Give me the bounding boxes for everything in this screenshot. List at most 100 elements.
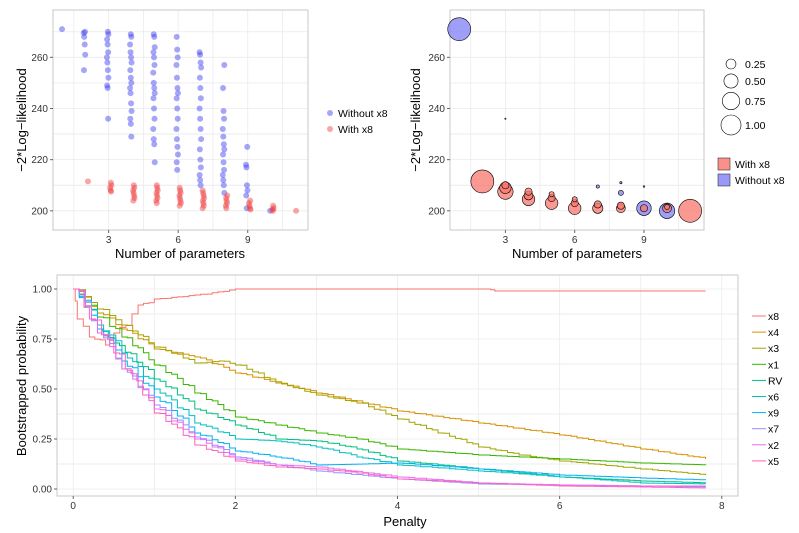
point-without-x8 bbox=[173, 95, 180, 102]
point-without-x8 bbox=[128, 108, 135, 115]
right-plot-background bbox=[450, 10, 704, 230]
point-without-x8 bbox=[244, 143, 251, 150]
bottom-y-tick-label: 0.50 bbox=[33, 385, 53, 396]
point-without-x8 bbox=[267, 207, 274, 214]
point-with-x8 bbox=[107, 184, 114, 191]
bottom-x-tick-label: 2 bbox=[233, 501, 239, 512]
line-rv bbox=[73, 288, 707, 484]
point-with-x8 bbox=[270, 205, 277, 212]
bubble-without-x8 bbox=[618, 190, 624, 196]
point-without-x8 bbox=[174, 90, 181, 97]
point-with-x8 bbox=[293, 207, 300, 214]
point-with-x8 bbox=[177, 189, 184, 196]
point-without-x8 bbox=[174, 151, 181, 158]
point-with-x8 bbox=[201, 195, 208, 202]
point-without-x8 bbox=[197, 59, 204, 66]
point-without-x8 bbox=[174, 85, 181, 92]
point-with-x8 bbox=[223, 195, 230, 202]
point-without-x8 bbox=[196, 105, 203, 112]
point-with-x8 bbox=[200, 200, 207, 207]
bottom-y-tick-label: 0.75 bbox=[33, 335, 53, 346]
point-with-x8 bbox=[108, 188, 115, 195]
point-without-x8 bbox=[104, 82, 111, 89]
left-y-tick-label: 240 bbox=[31, 104, 48, 115]
point-without-x8 bbox=[173, 74, 180, 81]
point-without-x8 bbox=[220, 177, 227, 184]
line-x4 bbox=[73, 288, 707, 459]
point-with-x8 bbox=[224, 200, 231, 207]
point-without-x8 bbox=[197, 125, 204, 132]
bubble-without-x8 bbox=[642, 185, 646, 188]
bottom-y-tick-label: 0.00 bbox=[33, 485, 53, 496]
point-without-x8 bbox=[104, 36, 111, 43]
point-with-x8 bbox=[154, 192, 160, 199]
point-without-x8 bbox=[104, 28, 111, 35]
point-with-x8 bbox=[247, 197, 254, 204]
point-without-x8 bbox=[104, 41, 111, 48]
point-without-x8 bbox=[127, 85, 134, 92]
point-with-x8 bbox=[177, 187, 184, 194]
point-with-x8 bbox=[199, 205, 206, 212]
line-x6 bbox=[73, 288, 707, 485]
point-without-x8 bbox=[243, 192, 250, 199]
legend-label: x7 bbox=[768, 424, 779, 436]
point-with-x8 bbox=[270, 202, 277, 209]
line-panel-bottom: Penalty Bootstrapped probability 0 2 4 6 8 0.… bbox=[14, 274, 782, 529]
point-without-x8 bbox=[128, 100, 135, 107]
point-with-x8 bbox=[153, 189, 160, 196]
point-with-x8 bbox=[176, 192, 183, 199]
bubble-with-x8 bbox=[678, 199, 702, 223]
point-without-x8 bbox=[174, 115, 181, 122]
left-panel-border bbox=[52, 9, 309, 231]
point-with-x8 bbox=[130, 182, 137, 189]
line-x3 bbox=[73, 288, 707, 475]
point-with-x8 bbox=[108, 182, 115, 189]
right-y-tick-label: 200 bbox=[428, 206, 445, 217]
bubble-with-x8 bbox=[501, 181, 510, 190]
point-with-x8 bbox=[131, 184, 138, 191]
point-without-x8 bbox=[220, 151, 227, 158]
right-x-tick-label: 6 bbox=[572, 235, 578, 246]
legend-label: x8 bbox=[768, 311, 779, 323]
point-without-x8 bbox=[105, 115, 112, 122]
point-without-x8 bbox=[150, 95, 157, 102]
bubble-with-x8 bbox=[548, 191, 555, 198]
point-without-x8 bbox=[220, 133, 227, 140]
point-without-x8 bbox=[151, 33, 158, 40]
point-without-x8 bbox=[174, 46, 181, 53]
point-without-x8 bbox=[221, 62, 228, 68]
point-with-x8 bbox=[269, 207, 276, 214]
point-without-x8 bbox=[243, 182, 250, 189]
bubble-with-x8 bbox=[571, 196, 578, 203]
size-legend-key bbox=[720, 114, 742, 136]
bubble-with-x8 bbox=[664, 204, 670, 210]
point-with-x8 bbox=[246, 205, 253, 212]
point-without-x8 bbox=[196, 172, 203, 178]
point-without-x8 bbox=[151, 85, 158, 92]
bottom-x-tick-label: 0 bbox=[70, 501, 76, 512]
point-without-x8 bbox=[197, 85, 204, 92]
point-without-x8 bbox=[128, 54, 135, 61]
point-with-x8 bbox=[130, 197, 137, 204]
point-without-x8 bbox=[220, 141, 227, 148]
bottom-y-tick-label: 0.25 bbox=[33, 435, 53, 446]
bubble-without-x8 bbox=[447, 17, 472, 41]
fill-legend-key-with-x8 bbox=[717, 157, 731, 171]
point-without-x8 bbox=[173, 33, 180, 40]
point-with-x8 bbox=[153, 200, 160, 207]
point-with-x8 bbox=[199, 197, 206, 204]
point-without-x8 bbox=[80, 30, 87, 37]
point-without-x8 bbox=[221, 189, 228, 196]
right-x-tick-label: 3 bbox=[503, 235, 509, 246]
point-without-x8 bbox=[127, 67, 134, 74]
scatter-panel-left: Number of parameters −2*Log−likelihood 3… bbox=[14, 9, 388, 261]
size-legend-label: 0.25 bbox=[745, 59, 766, 71]
point-without-x8 bbox=[80, 67, 87, 74]
point-without-x8 bbox=[243, 205, 250, 212]
point-with-x8 bbox=[246, 202, 253, 209]
point-without-x8 bbox=[128, 59, 135, 66]
fill-legend-label: With x8 bbox=[735, 159, 770, 171]
point-without-x8 bbox=[196, 74, 203, 81]
point-without-x8 bbox=[196, 49, 203, 56]
